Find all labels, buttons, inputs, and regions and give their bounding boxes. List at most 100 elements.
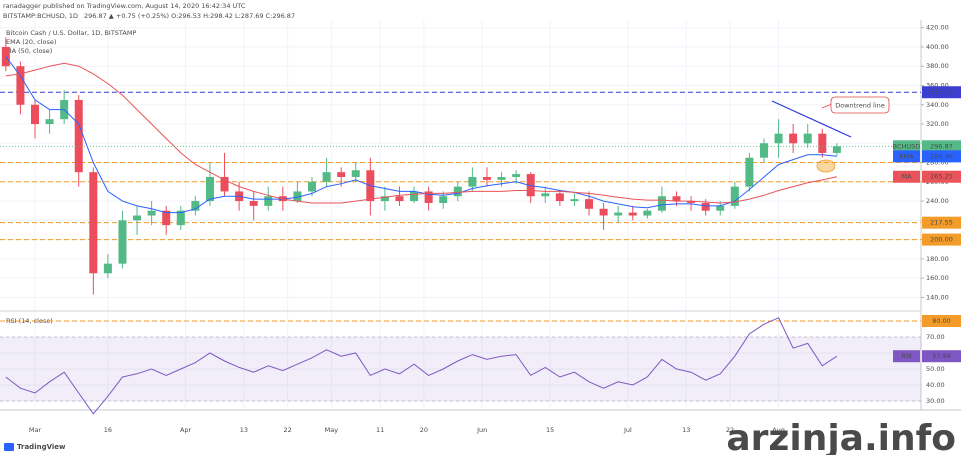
y-tick-label: 340.00 — [926, 101, 949, 109]
candle-body — [380, 196, 389, 202]
candle-body — [599, 208, 608, 216]
callout-pointer — [821, 103, 833, 109]
chart-title: Bitcoin Cash / U.S. Dollar, 1D, BITSTAMP — [6, 29, 136, 37]
x-tick-label: Mar — [29, 426, 42, 434]
tag-name-box — [893, 350, 920, 363]
y-tick-label: 320.00 — [926, 120, 949, 128]
candle-body — [759, 143, 768, 158]
candle-body — [774, 133, 783, 144]
y-tick-label: 160.00 — [926, 274, 949, 282]
tag-name: EMA — [899, 152, 914, 160]
ticker: BITSTAMP:BCHUSD, 1D — [3, 12, 78, 20]
candle-body — [205, 176, 214, 202]
callout-box — [830, 96, 890, 114]
tag-value-box — [922, 315, 961, 327]
x-tick-label: 22 — [284, 426, 292, 434]
legend-entry: MA (50, close) — [6, 47, 52, 55]
tag-value: 265.25 — [930, 173, 953, 181]
ma-line — [5, 62, 838, 204]
tag-value: 296.87 — [930, 142, 953, 150]
y-tick-label: 40.00 — [926, 381, 945, 389]
y-tick-label: 140.00 — [926, 293, 949, 301]
x-tick-label: 20 — [420, 426, 428, 434]
candle-body — [16, 66, 25, 105]
candle-body — [322, 172, 331, 182]
tag-value-box — [922, 233, 961, 246]
x-tick-label: Apr — [180, 426, 192, 434]
x-tick-label: 15 — [546, 426, 554, 434]
candle-body — [512, 174, 521, 177]
candle-body — [147, 210, 156, 216]
candle-body — [118, 220, 127, 264]
candle-body — [89, 172, 98, 274]
trend-line — [771, 100, 852, 138]
candle-body — [585, 199, 594, 209]
y-tick-label: 400.00 — [926, 43, 949, 51]
x-tick-label: 16 — [104, 426, 112, 434]
candle-body — [264, 196, 273, 206]
tag-value-box — [922, 350, 961, 363]
candle-body — [453, 186, 462, 197]
tag-value: 286.46 — [930, 152, 953, 160]
y-tick-label: 50.00 — [926, 365, 945, 373]
candle-body — [395, 196, 404, 202]
branding: TradingView — [17, 443, 66, 451]
highlight — [816, 159, 836, 173]
x-tick-label: May — [325, 426, 339, 434]
candle-body — [249, 201, 258, 206]
tag-name: RSI — [901, 352, 912, 360]
candle-body — [468, 176, 477, 187]
y-tick-label: 70.00 — [926, 333, 945, 341]
candle-body — [701, 202, 710, 211]
x-tick-label: 11 — [376, 426, 384, 434]
legend-entry: EMA (20, close) — [6, 38, 56, 46]
candle-body — [555, 193, 564, 202]
candle-body — [687, 201, 696, 203]
x-tick-label: 22 — [726, 426, 734, 434]
candle-body — [716, 205, 725, 211]
x-tick-label: 13 — [682, 426, 690, 434]
candle-body — [308, 181, 317, 192]
rsi-line — [5, 317, 838, 415]
candle-body — [818, 133, 827, 153]
candle-body — [424, 191, 433, 203]
candle-body — [162, 210, 171, 226]
annotation: Downtrend line — [835, 102, 885, 110]
candle-body — [103, 263, 112, 274]
tag-name-box — [893, 150, 920, 163]
candle-body — [191, 201, 200, 211]
candle-body — [351, 170, 360, 177]
tag-name: BCHUSD — [893, 142, 921, 150]
candle-body — [482, 176, 491, 180]
plot: 140.00160.00180.00200.00220.00240.00260.… — [0, 24, 961, 434]
logo-icon — [4, 443, 14, 451]
rsi-band — [0, 337, 921, 401]
x-tick-label: 13 — [240, 426, 248, 434]
y-tick-label: 30.00 — [926, 397, 945, 405]
candle-body — [337, 172, 346, 177]
rsi-title: RSI (14, close) — [6, 317, 53, 325]
tag-value: 80.00 — [932, 317, 951, 325]
candle-body — [293, 191, 302, 202]
candle-body — [45, 119, 54, 125]
y-tick-label: 360.00 — [926, 81, 949, 89]
publisher: ranadagger published on TradingView.com,… — [3, 2, 246, 10]
candle-body — [526, 174, 535, 197]
candle-body — [74, 99, 83, 173]
candle-body — [789, 133, 798, 144]
tag-value: 57.99 — [932, 352, 951, 360]
candle-body — [628, 212, 637, 216]
candle-body — [220, 176, 229, 192]
tag-value: 200.00 — [930, 236, 953, 244]
x-tick-label: Jun — [476, 426, 487, 434]
tag-name-box — [893, 170, 920, 183]
tag-value: 217.55 — [930, 219, 953, 227]
candle-body — [614, 212, 623, 216]
watermark: arzinja.info — [726, 418, 956, 455]
candle-body — [439, 196, 448, 203]
candle-body — [497, 176, 506, 180]
candle-body — [672, 196, 681, 202]
x-tick-label: Aug — [772, 426, 785, 434]
